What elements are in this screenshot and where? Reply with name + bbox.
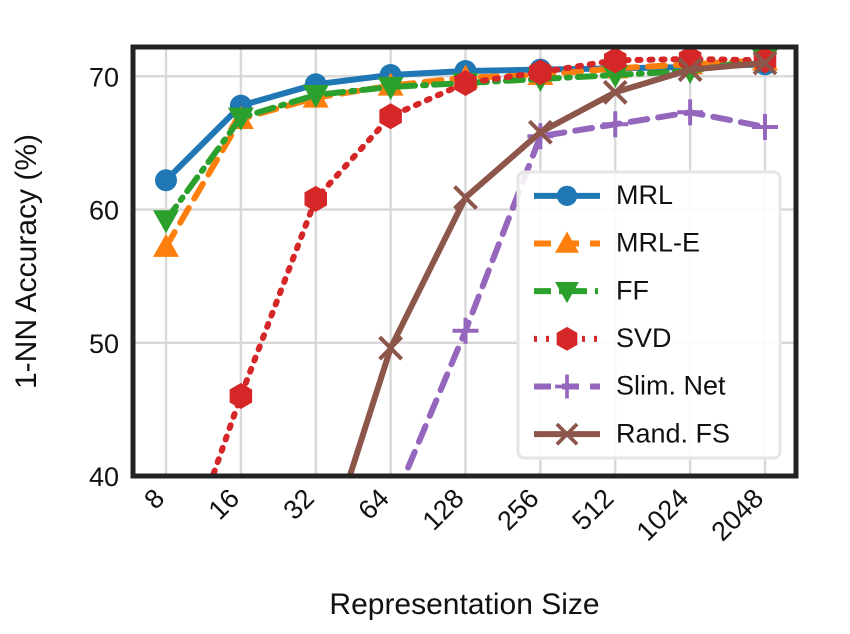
y-tick-label: 70 <box>89 62 119 92</box>
legend-item-mrl-e: MRL-E <box>534 228 700 258</box>
legend-label: Rand. FS <box>616 418 730 448</box>
marker-hexagon <box>556 326 578 351</box>
x-axis-title: Representation Size <box>329 588 599 621</box>
x-tick-label: 256 <box>492 483 545 536</box>
y-tick-label: 60 <box>89 196 119 226</box>
legend-item-mrl: MRL <box>534 180 673 210</box>
marker-x <box>378 335 404 361</box>
x-tick-label: 16 <box>203 483 245 525</box>
legend-item-slim-net: Slim. Net <box>534 371 726 401</box>
x-tick-label: 64 <box>352 483 394 525</box>
marker-triangle-down <box>555 281 579 304</box>
legend-label: FF <box>616 275 649 305</box>
y-tick-label: 40 <box>89 462 119 492</box>
marker-x <box>527 119 553 145</box>
x-tick-label: 1024 <box>631 483 695 547</box>
series-line <box>209 55 768 476</box>
y-axis-title: 1-NN Accuracy (%) <box>10 134 43 389</box>
x-tick-label: 32 <box>278 483 320 525</box>
marker-x <box>602 79 628 105</box>
marker-hexagon <box>229 383 253 410</box>
legend-item-svd: SVD <box>534 323 672 353</box>
legend-label: MRL <box>616 180 673 210</box>
x-tick-label: 128 <box>417 483 470 536</box>
x-axis-ticks: 8 16 32 64 128 256 512 1024 2048 <box>138 483 769 547</box>
marker-x <box>555 422 579 446</box>
marker-hexagon <box>379 103 402 130</box>
x-tick-label: 512 <box>566 483 619 536</box>
marker-x <box>752 50 778 76</box>
y-axis-ticks: 40 50 60 70 <box>89 62 119 492</box>
marker-triangle-up <box>153 233 179 257</box>
marker-triangle-down <box>302 84 329 108</box>
legend-item-ff: FF <box>534 275 649 305</box>
marker-plus <box>752 113 778 140</box>
axis-frame <box>130 44 799 479</box>
marker-hexagon <box>603 47 627 74</box>
y-tick-label: 50 <box>89 329 119 359</box>
legend-label: Slim. Net <box>616 371 726 401</box>
marker-hexagon <box>304 185 328 212</box>
marker-circle <box>155 169 177 192</box>
marker-plus <box>452 317 479 344</box>
legend-item-rand-fs: Rand. FS <box>534 418 730 448</box>
marker-hexagon <box>529 59 552 86</box>
marker-triangle-down <box>602 64 629 88</box>
marker-triangle-down <box>153 210 179 234</box>
series-line <box>163 55 768 224</box>
marker-triangle-down <box>227 107 254 131</box>
marker-triangle-up <box>555 231 579 253</box>
legend: MRL MRL-E FF SVD Slim. Net Rand. FS <box>516 170 782 460</box>
series-group <box>153 47 778 476</box>
marker-plus <box>555 374 579 399</box>
legend-label: MRL-E <box>616 228 700 258</box>
x-tick-label: 2048 <box>706 483 770 547</box>
series-rand-fs <box>346 50 778 476</box>
marker-x <box>453 185 478 210</box>
x-tick-label: 8 <box>138 483 170 515</box>
marker-triangle-down <box>377 76 404 100</box>
legend-box <box>516 170 782 460</box>
marker-plus <box>677 99 704 126</box>
legend-label: SVD <box>616 323 672 353</box>
marker-hexagon <box>454 69 477 96</box>
marker-x <box>677 57 703 83</box>
marker-plus <box>602 111 629 138</box>
marker-circle <box>556 185 578 206</box>
